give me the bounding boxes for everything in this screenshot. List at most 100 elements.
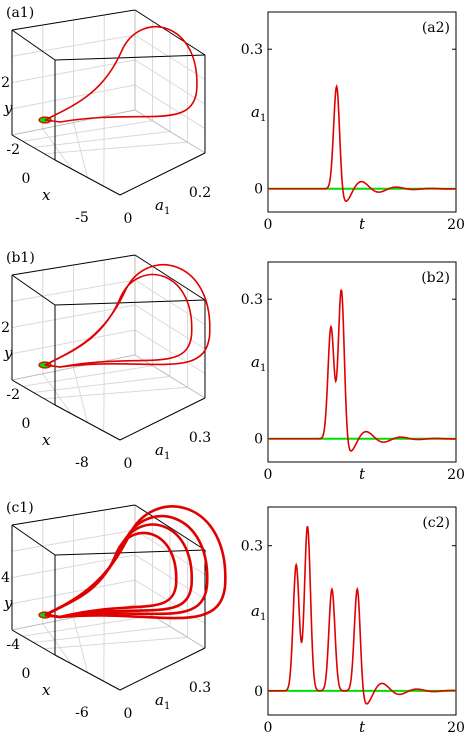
- y-axis-label-subscript: 1: [260, 363, 266, 374]
- back-edge: [134, 604, 206, 649]
- grid-line: [44, 636, 188, 650]
- back-edge: [11, 109, 136, 136]
- x-tick-label: 20: [447, 467, 465, 483]
- y-axis-label-subscript: 1: [260, 113, 266, 124]
- x-tick-label: 20: [447, 720, 465, 734]
- x-tick-label: -8: [75, 455, 89, 471]
- a1-axis-label-base: a: [155, 196, 164, 214]
- trajectory-loop: [44, 273, 193, 368]
- a1-axis-label: a1: [155, 441, 170, 462]
- x-axis-label: x: [42, 186, 51, 204]
- a1-tick-label: 0: [124, 211, 133, 227]
- grid-line: [134, 84, 206, 129]
- grid-line: [73, 367, 88, 423]
- y-axis-label: a1: [251, 602, 266, 623]
- y-tick-label: 0.3: [241, 539, 263, 555]
- grid-line: [73, 122, 88, 178]
- frame-edge: [11, 274, 56, 306]
- a1-axis-edge: [54, 654, 121, 691]
- y-axis-label: a1: [251, 353, 266, 374]
- y-tick-label: 0.3: [241, 292, 263, 308]
- y-tick-label: 4: [1, 570, 10, 586]
- frame-edge: [119, 152, 206, 196]
- grid-line: [73, 617, 88, 673]
- trajectory-loop: [44, 531, 178, 619]
- y-tick-label: 0.3: [241, 42, 263, 58]
- grid-line: [103, 361, 105, 432]
- grid-line: [134, 554, 206, 600]
- grid-line: [103, 116, 105, 187]
- x-tick-label: 20: [447, 217, 465, 233]
- x-tick-label: 0: [264, 720, 273, 734]
- frame-edge: [11, 29, 56, 61]
- grid-line: [22, 615, 153, 637]
- frame-edge: [134, 504, 206, 551]
- grid-line: [11, 329, 136, 355]
- time-series-panel-b2: 0.3 0 0 20 t a1 (b2): [241, 261, 465, 483]
- panel-label: (a1): [6, 5, 34, 21]
- x-tick-label: -6: [75, 705, 89, 721]
- a1-axis-label-subscript: 1: [164, 701, 170, 712]
- x-tick-label: 0: [22, 416, 31, 432]
- frame-edge: [54, 549, 206, 556]
- x-axis-label: x: [42, 431, 51, 449]
- grid-line: [33, 376, 171, 393]
- a1-axis-label-subscript: 1: [164, 451, 170, 462]
- y-axis-label: y: [3, 344, 13, 362]
- frame-edge: [134, 254, 206, 301]
- x-tick-label: 0: [22, 666, 31, 682]
- y-tick-label: -4: [6, 637, 20, 653]
- a1-axis-edge: [54, 159, 121, 196]
- grid-line: [42, 623, 72, 665]
- a1-tick-label: 0.3: [189, 680, 211, 696]
- a1-axis-label: a1: [155, 196, 170, 217]
- a1-tick-label: 0: [124, 706, 133, 722]
- frame-edge: [134, 9, 206, 56]
- trajectory-loop: [44, 26, 198, 123]
- grid-line: [42, 373, 72, 415]
- x-axis-label: x: [42, 681, 51, 699]
- grid-line: [33, 626, 171, 643]
- y-axis-label: y: [3, 99, 13, 117]
- plot-frame: [267, 261, 457, 463]
- a1-axis-label: a1: [155, 691, 170, 712]
- back-edge: [11, 354, 136, 381]
- grid-line: [42, 128, 72, 170]
- a1-tick-label: 0: [124, 456, 133, 472]
- x-axis-label: t: [359, 215, 366, 233]
- a1-tick-label: 0.3: [189, 430, 211, 446]
- grid-line: [22, 120, 153, 142]
- time-series-panel-c2: 0.3 0 0 20 t a1 (c2): [241, 506, 465, 734]
- y-axis-label-base: a: [251, 602, 260, 620]
- frame-edge: [11, 524, 56, 556]
- a1-tick-label: 0.2: [189, 185, 211, 201]
- plot-frame: [267, 11, 457, 213]
- grid-line: [11, 579, 136, 605]
- y-axis-label-subscript: 1: [260, 612, 266, 623]
- a1-axis-label-base: a: [155, 441, 164, 459]
- frame-edge: [54, 54, 206, 61]
- grid-line: [11, 84, 136, 110]
- panel-label: (c2): [422, 515, 450, 531]
- panel-label: (a2): [422, 20, 450, 36]
- x-axis-label: t: [359, 718, 366, 734]
- y-tick-label: 0: [254, 684, 263, 700]
- panel-label: (c1): [6, 500, 34, 516]
- panel-label: (b1): [6, 250, 35, 266]
- a1-time-series-line: [268, 83, 457, 203]
- panel-label: (b2): [421, 270, 450, 286]
- frame-edge: [11, 254, 136, 276]
- x-tick-label: 0: [264, 467, 273, 483]
- y-axis-label: y: [3, 594, 13, 612]
- frame-edge: [11, 504, 136, 526]
- x-tick-label: 0: [22, 171, 31, 187]
- grid-line: [134, 59, 206, 105]
- y-tick-label: 0: [254, 432, 263, 448]
- a1-axis-label-subscript: 1: [164, 206, 170, 217]
- y-tick-label: -2: [6, 142, 20, 158]
- frame-edge: [119, 397, 206, 441]
